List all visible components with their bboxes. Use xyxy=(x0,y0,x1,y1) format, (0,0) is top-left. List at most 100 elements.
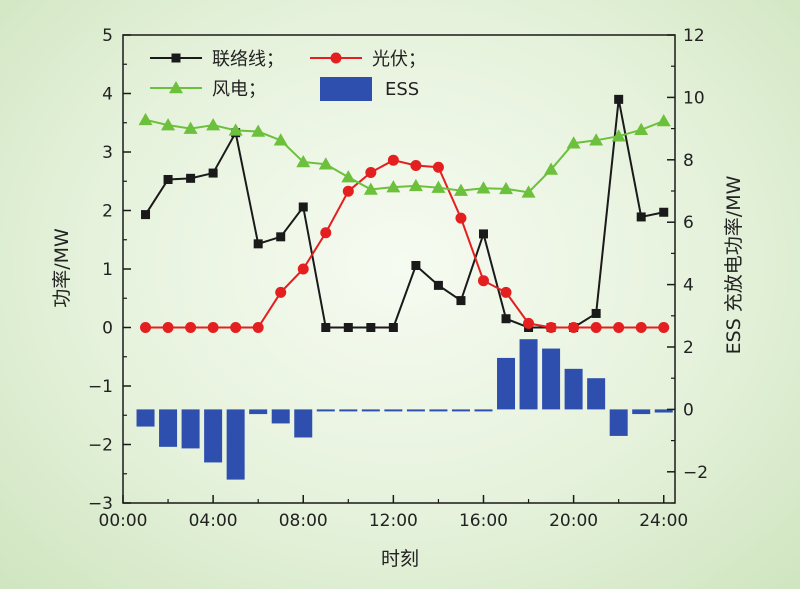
series-marker xyxy=(253,239,263,249)
series-marker xyxy=(566,136,581,149)
series-marker xyxy=(341,170,356,183)
series-marker xyxy=(163,174,173,184)
right-tick-label: 0 xyxy=(683,400,694,420)
series-marker xyxy=(545,322,557,333)
right-tick-label: 4 xyxy=(683,276,694,296)
series-marker xyxy=(410,159,422,171)
series-marker xyxy=(365,166,377,178)
ess-bar xyxy=(249,409,268,415)
x-tick-label: 00:00 xyxy=(99,511,148,531)
series-marker xyxy=(296,154,311,168)
series-marker xyxy=(611,129,626,142)
x-tick-label: 08:00 xyxy=(279,511,328,531)
right-axis-title: ESS 充放电功率/MW xyxy=(723,175,745,354)
legend-label: 联络线； xyxy=(212,49,284,70)
ess-bar xyxy=(429,409,448,412)
series-marker xyxy=(635,322,647,333)
ess-bar xyxy=(406,409,425,412)
ess-bar xyxy=(497,357,516,410)
ess-bar xyxy=(294,409,313,438)
left-tick-label: 4 xyxy=(102,85,113,105)
legend: 联络线； 光伏； 风电； ESS xyxy=(150,49,426,101)
legend-marker xyxy=(169,81,183,94)
right-tick-label: 8 xyxy=(683,151,694,171)
ess-bar xyxy=(204,409,223,463)
series-marker xyxy=(273,133,288,146)
series-marker xyxy=(230,322,242,333)
series-marker xyxy=(476,181,491,194)
series-marker xyxy=(499,181,514,195)
series-marker xyxy=(408,178,423,192)
right-tick-label: 10 xyxy=(683,88,705,108)
left-tick-label: 3 xyxy=(102,143,113,163)
ess-bar xyxy=(474,409,493,412)
left-tick-label: −3 xyxy=(88,494,113,514)
series-marker xyxy=(523,317,535,329)
series-marker xyxy=(206,118,221,131)
series-marker xyxy=(433,280,443,290)
left-tick-label: −1 xyxy=(88,377,113,397)
series-marker xyxy=(318,157,333,170)
series-marker xyxy=(298,202,308,212)
x-tick-label: 20:00 xyxy=(549,511,598,531)
series-marker xyxy=(658,322,670,333)
series-marker xyxy=(207,322,219,333)
ess-bar xyxy=(564,368,583,410)
series-marker xyxy=(456,296,466,306)
series-marker xyxy=(141,210,151,220)
series-marker xyxy=(276,232,286,242)
legend-label: 风电； xyxy=(212,79,266,100)
series-marker xyxy=(162,322,174,333)
series-marker xyxy=(431,180,446,193)
x-tick-label: 12:00 xyxy=(369,511,418,531)
line-series xyxy=(138,94,671,333)
left-axis-ticks: −3 −2 −1 0 1 2 3 4 5 xyxy=(88,26,131,514)
series-marker xyxy=(138,112,153,126)
legend-marker xyxy=(171,53,181,63)
x-tick-label: 16:00 xyxy=(459,511,508,531)
ess-bar xyxy=(271,409,290,424)
series-marker xyxy=(186,173,196,183)
ess-bar xyxy=(519,339,538,410)
left-tick-label: 5 xyxy=(102,26,113,46)
left-tick-label: 0 xyxy=(102,319,113,339)
ess-bar xyxy=(384,409,403,412)
left-tick-label: 2 xyxy=(102,202,113,222)
series-marker xyxy=(386,180,401,193)
series-marker xyxy=(501,314,511,324)
series-marker xyxy=(411,260,421,270)
series-marker xyxy=(659,207,669,217)
legend-marker xyxy=(330,52,342,64)
right-tick-label: 6 xyxy=(683,213,694,233)
ess-bar xyxy=(181,409,200,449)
series-line xyxy=(145,159,664,329)
series-marker xyxy=(387,154,399,166)
series-marker xyxy=(343,323,353,332)
x-axis-title: 时刻 xyxy=(381,548,419,570)
ess-bar xyxy=(542,348,561,410)
right-tick-label: 12 xyxy=(683,26,705,46)
series-marker xyxy=(363,182,378,195)
series-line xyxy=(145,118,665,194)
series-marker xyxy=(544,162,559,175)
series-marker xyxy=(432,161,444,173)
ess-bar xyxy=(609,409,628,436)
series-marker xyxy=(297,263,309,275)
series-marker xyxy=(183,121,198,134)
x-tick-label: 04:00 xyxy=(189,511,238,531)
right-axis-ticks: −2 0 2 4 6 8 10 12 xyxy=(667,26,708,504)
series-marker xyxy=(477,275,489,287)
series-marker xyxy=(388,323,398,332)
series-marker xyxy=(342,185,354,197)
series-marker xyxy=(185,322,197,333)
series-marker xyxy=(252,322,264,333)
ess-bar xyxy=(632,409,651,415)
x-axis-ticks: 00:00 04:00 08:00 12:00 16:00 20:00 24:00 xyxy=(99,495,688,531)
series-marker xyxy=(613,322,625,333)
ess-bar xyxy=(226,409,245,480)
ess-bar xyxy=(136,409,155,427)
series-marker xyxy=(251,124,266,137)
series-marker xyxy=(591,308,601,318)
series-marker xyxy=(636,212,646,222)
